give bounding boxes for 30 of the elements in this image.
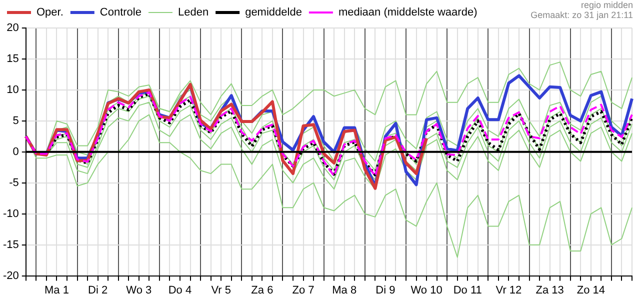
- x-tick-label: Zo 7: [292, 284, 314, 296]
- y-tick-label: -15: [2, 238, 19, 251]
- y-tick-label: -20: [2, 270, 19, 282]
- x-tick-label: Zo 14: [576, 284, 605, 296]
- text: Gemaakt: zo 31 jan 21:11: [530, 10, 633, 20]
- legend-label: Oper.: [36, 6, 64, 19]
- legend-label: mediaan (middelste waarde): [338, 6, 478, 19]
- y-tick-label: 15: [6, 53, 19, 66]
- x-tick-label: Di 9: [376, 284, 396, 296]
- legend-label: Leden: [178, 6, 209, 19]
- x-tick-label: Do 11: [453, 284, 482, 296]
- y-tick-label: 0: [12, 146, 19, 158]
- x-tick-label: Di 2: [88, 284, 108, 296]
- x-tick-label: Wo 10: [410, 284, 442, 296]
- x-tick-label: Za 6: [251, 284, 274, 296]
- text: regio midden: [580, 0, 633, 10]
- x-tick-label: Wo 3: [126, 284, 152, 296]
- x-tick-label: Do 4: [168, 284, 192, 296]
- x-tick-label: Ma 8: [332, 284, 357, 296]
- y-tick-label: -5: [9, 176, 19, 189]
- x-tick-label: Ma 1: [44, 284, 69, 296]
- x-tick-label: Vr 5: [211, 284, 231, 296]
- x-tick-label: Za 13: [536, 284, 564, 296]
- y-tick-label: 20: [6, 22, 19, 34]
- y-tick-label: -10: [2, 208, 19, 220]
- legend-label: Controle: [100, 6, 142, 19]
- x-tick-label: Vr 12: [496, 284, 522, 296]
- y-tick-label: 5: [12, 114, 19, 127]
- y-tick-label: 10: [6, 84, 19, 96]
- legend-label: gemiddelde: [245, 6, 302, 19]
